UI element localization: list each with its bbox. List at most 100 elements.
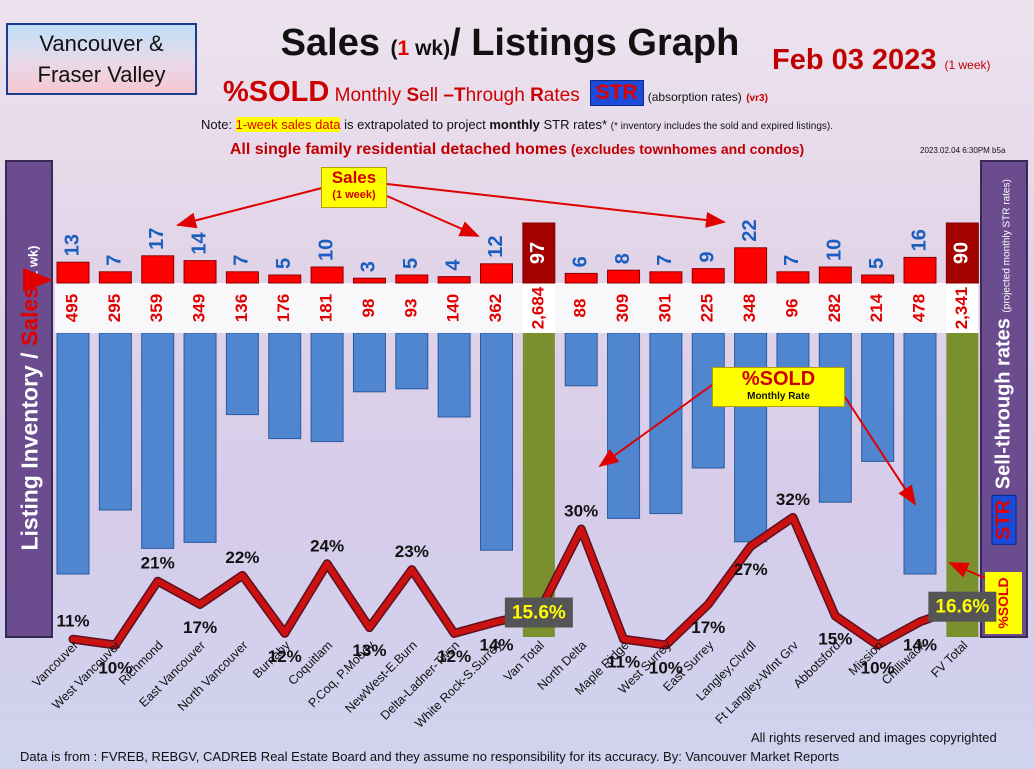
note-fine: (* inventory includes the sold and expir… [610,121,834,132]
sales-bar [268,274,302,284]
sales-value-label: 10 [315,239,337,261]
note-bold: monthly [489,117,540,132]
listing-bar [818,332,852,503]
str-value-label: 14% [479,635,513,654]
str-letter-t: –T [443,85,466,106]
page-title: Sales (1 wk)/ Listings Graph [220,22,800,65]
inventory-value-label: 214 [867,293,886,322]
sold-arrow-chilliwack [844,396,917,506]
sales-bar [818,266,852,284]
total-bar [946,333,979,637]
sold-arrow-fvtotal [948,562,986,579]
sales-arrow-richmond [176,187,323,229]
callout-arrows [23,183,986,579]
sales-value-label: 97 [527,242,549,264]
listing-bar [437,332,471,418]
str-value-label: 13% [352,641,386,660]
sales-bar [734,247,768,284]
inventory-value-label: 88 [571,299,590,318]
sales-bar [691,268,725,284]
sales-bar [649,271,683,284]
region-line-1: Vancouver & [39,31,164,56]
detached-main: All single family residential detached h… [229,141,567,158]
inventory-value-label: 301 [655,294,674,322]
str-value-label: 11% [607,653,640,672]
sales-value-label: 5 [400,258,422,269]
inventory-value-label: 136 [232,294,251,322]
sales-value-label: 5 [273,258,295,269]
total-label-bg [946,283,979,333]
inventory-value-label: 348 [740,294,759,322]
str-value-label: 10% [861,658,895,677]
inventory-value-label: 93 [401,299,420,318]
sales-value-label: 9 [697,251,719,262]
str-value-label: 17% [183,618,217,637]
inventory-value-label: 140 [444,294,463,322]
extrapolation-note: Note: 1-week sales data is extrapolated … [0,117,1034,132]
sold-callout-title: %SOLD [741,368,816,390]
str-value-label: 17% [691,618,725,637]
region-box: Vancouver & Fraser Valley [6,23,197,95]
sales-value-label: 6 [569,256,591,267]
sales-value-label: 7 [781,255,803,266]
right-axis-panel [980,160,1028,638]
sales-bar [903,256,937,284]
listing-bar [395,332,429,390]
total-label-bg [522,283,555,333]
data-source-note: Data is from : FVREB, REBGV, CADREB Real… [20,749,840,764]
listing-bar [98,332,132,511]
str-value-label: 21% [141,554,175,573]
sales-value-label: 5 [866,258,888,269]
sales-bar [564,272,598,284]
listing-bar [352,332,386,393]
sales-value-label: 16 [908,229,930,251]
absorption-note: (absorption rates) [647,90,742,104]
copyright-note: All rights reserved and images copyright… [751,730,997,745]
str-value-label: 15.6% [512,603,566,624]
str-line: 11% 10% 21% 17% 22% 12% 24% 13% 23% 12% 14% 15.6% 30… [56,490,997,677]
inventory-value-label: 225 [698,294,717,322]
listing-bar [480,332,513,551]
sales-bar [141,255,175,284]
sales-value-label: 8 [612,253,634,264]
date-value: Feb 03 2023 [772,44,937,76]
inventory-value-label: 181 [317,294,336,322]
str-value-label: 14% [903,635,937,654]
title-sales: Sales [280,22,380,64]
listing-bar [734,332,768,543]
title-paren-open: ( [390,37,398,60]
sales-value-label: 22 [739,220,761,242]
str-hrough: hrough [465,85,531,106]
sales-bar [776,271,810,284]
inventory-value-label: 478 [909,294,928,322]
inventory-value-label: 282 [825,294,844,322]
inventory-value-label: 349 [190,294,209,322]
label-band-bg [55,283,973,333]
listing-bar [225,332,259,416]
sales-bars: 13 7 17 14 7 5 10 3 5 4 12 97 6 8 7 9 22 7 10 5 16 90 [56,220,979,284]
listing-bar [56,332,90,575]
sales-value-label: 13 [61,234,83,256]
detached-paren: (excludes townhomes and condos) [566,141,805,157]
timestamp: 2023.02.04 6:30PM b5a [920,146,1006,155]
sales-bar [861,274,895,284]
listing-bar [861,332,895,462]
inventory-value-label: 362 [486,294,505,322]
sold-callout-sub: Monthly Rate [747,391,810,402]
str-value-label: 10% [98,658,132,677]
note-middle: is extrapolated to project [340,117,490,132]
listing-bar [141,332,175,549]
inventory-value-label: 359 [147,294,166,322]
str-ates: ates [543,85,580,106]
sales-bar [56,261,90,284]
str-value-label: 10% [649,658,683,677]
sales-bar [607,269,641,284]
sales-callout-title: Sales [331,168,377,187]
sales-value-label: 7 [231,255,253,266]
inventory-value-label: 2,341 [952,287,971,330]
str-value-label: 16.6% [935,597,989,618]
str-letter-s: S [406,85,420,106]
listing-bar [903,332,937,575]
